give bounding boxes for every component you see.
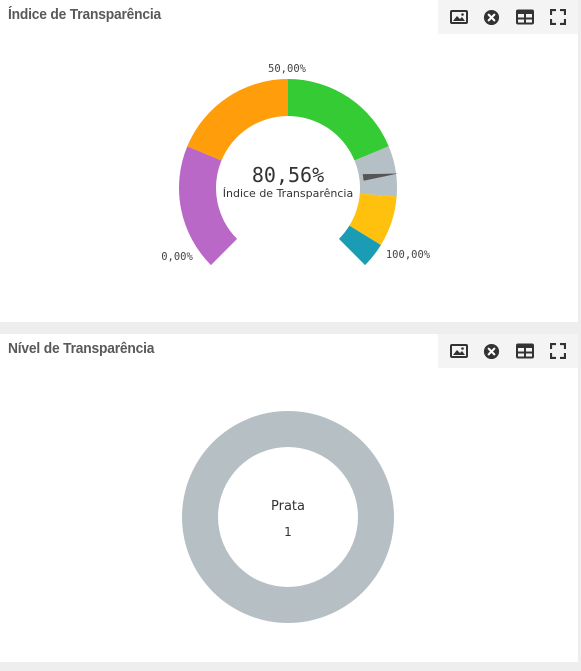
close-button[interactable]	[481, 340, 503, 362]
table-icon	[515, 343, 534, 359]
donut-center-value: 1	[284, 525, 292, 539]
table-icon	[515, 9, 534, 25]
gauge-max-label: 100,00%	[386, 249, 431, 261]
close-circle-icon	[483, 9, 500, 25]
gauge-band-4	[349, 193, 397, 245]
transparency-level-panel: Nível de Transparência	[0, 334, 578, 662]
gauge-needle	[362, 173, 399, 181]
export-image-button[interactable]	[448, 340, 470, 362]
gauge-band-5	[338, 225, 381, 266]
panel-toolbar	[438, 0, 578, 34]
panel-title: Índice de Transparência	[8, 6, 162, 23]
fullscreen-icon	[549, 343, 566, 359]
table-view-button[interactable]	[514, 6, 536, 28]
image-icon	[449, 10, 468, 24]
export-image-button[interactable]	[448, 6, 470, 28]
gauge-band-3	[354, 146, 397, 197]
panel-title: Nível de Transparência	[8, 340, 155, 357]
fullscreen-icon	[549, 9, 566, 25]
donut-slice-0[interactable]	[182, 411, 394, 623]
image-icon	[449, 344, 468, 358]
donut-center-label: Prata	[271, 499, 305, 514]
fullscreen-button[interactable]	[547, 6, 569, 28]
gauge-caption: Índice de Transparência	[223, 187, 353, 200]
transparency-index-panel: Índice de Transparência	[0, 0, 578, 322]
donut-chart: Prata 1	[182, 411, 394, 623]
panel-toolbar	[438, 334, 578, 368]
gauge-band-1	[187, 79, 288, 161]
close-circle-icon	[483, 343, 500, 359]
gauge-band-0	[178, 146, 238, 266]
gauge-chart: 80,56% Índice de Transparência 0,00% 50,…	[161, 63, 431, 266]
gauge-min-label: 0,00%	[161, 251, 193, 263]
table-view-button[interactable]	[514, 340, 536, 362]
fullscreen-button[interactable]	[547, 340, 569, 362]
gauge-band-2	[288, 79, 389, 161]
gauge-value-label: 80,56%	[252, 163, 324, 187]
close-button[interactable]	[481, 6, 503, 28]
gauge-mid-label: 50,00%	[268, 63, 307, 75]
